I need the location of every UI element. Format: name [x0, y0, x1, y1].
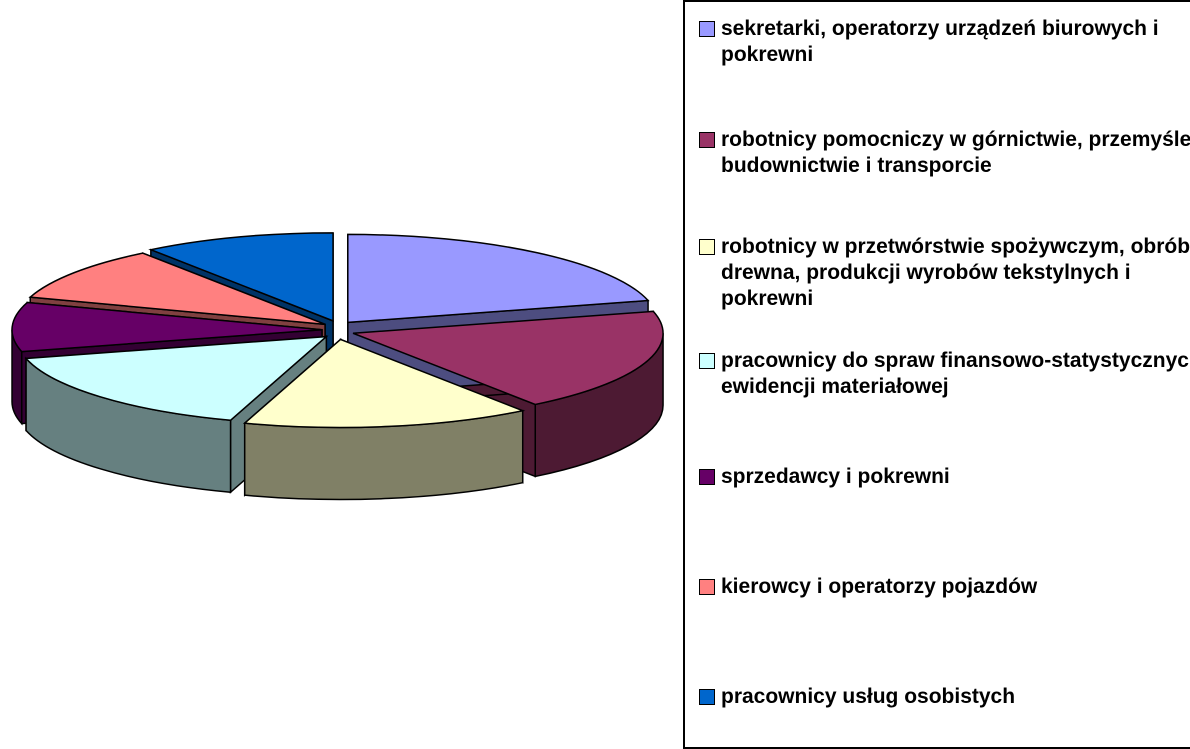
- legend-swatch: [699, 353, 715, 369]
- legend-entry: pracownicy usług osobistych: [699, 684, 1190, 710]
- legend-swatch: [699, 132, 715, 148]
- slice: [148, 232, 334, 322]
- chart: [11, 232, 664, 501]
- slice: [24, 335, 329, 422]
- legend-entry: robotnicy pomocniczy w górnictwie, przem…: [699, 127, 1190, 179]
- legend-label: robotnicy pomocniczy w górnictwie, przem…: [721, 128, 1190, 177]
- legend-label: robotnicy w przetwórstwie spożywczym, ob…: [721, 235, 1190, 310]
- legend-label: pracownicy usług osobistych: [721, 685, 1016, 708]
- legend-swatch: [699, 579, 715, 595]
- slice: [242, 338, 526, 429]
- legend-swatch: [699, 21, 715, 37]
- legend-entry: sekretarki, operatorzy urządzeń biurowyc…: [699, 16, 1190, 68]
- legend-swatch: [699, 469, 715, 485]
- legend-label: kierowcy i operatorzy pojazdów: [721, 575, 1038, 598]
- slices: [11, 232, 664, 429]
- legend-swatch: [699, 689, 715, 705]
- slice: [28, 252, 326, 326]
- legend-entry: kierowcy i operatorzy pojazdów: [699, 574, 1190, 600]
- legend: sekretarki, operatorzy urządzeń biurowyc…: [683, 0, 1190, 749]
- legend-entry: sprzedawcy i pokrewni: [699, 464, 1190, 490]
- slice: [11, 301, 323, 353]
- legend-label: sekretarki, operatorzy urządzeń biurowyc…: [721, 17, 1159, 66]
- slice: [352, 310, 664, 406]
- legend-label: sprzedawcy i pokrewni: [721, 465, 950, 488]
- legend-entry: pracownicy do spraw finansowo-statystycz…: [699, 348, 1190, 400]
- legend-entry: robotnicy w przetwórstwie spożywczym, ob…: [699, 234, 1190, 312]
- slice: [347, 233, 650, 324]
- legend-swatch: [699, 239, 715, 255]
- legend-label: pracownicy do spraw finansowo-statystycz…: [721, 349, 1190, 398]
